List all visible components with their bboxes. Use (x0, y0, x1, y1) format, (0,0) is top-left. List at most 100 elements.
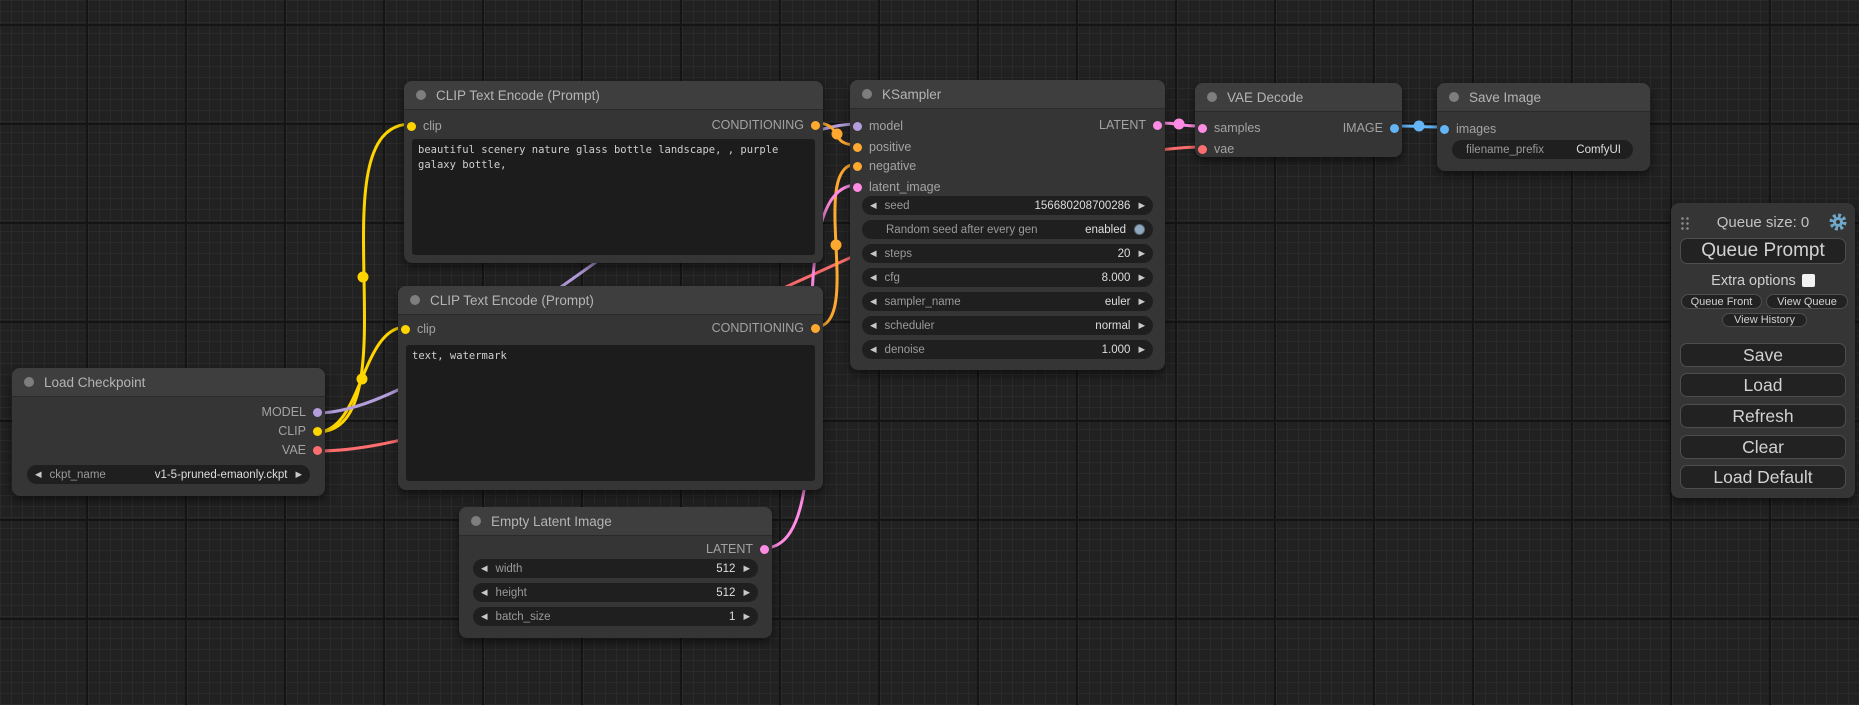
increment-arrow-icon[interactable]: ▶ (1138, 272, 1145, 283)
filename-prefix-widget[interactable]: filename_prefix ComfyUI (1452, 140, 1633, 159)
samples-input-dot[interactable] (1198, 123, 1207, 133)
increment-arrow-icon[interactable]: ▶ (1138, 200, 1145, 211)
conditioning-output-dot[interactable] (811, 120, 820, 130)
increment-arrow-icon[interactable]: ▶ (743, 611, 750, 622)
scheduler-widget[interactable]: ◀ scheduler normal ▶ (862, 316, 1153, 335)
input-slot-model[interactable]: model (853, 119, 903, 133)
extra-options-checkbox[interactable] (1801, 274, 1815, 287)
collapse-dot-icon[interactable] (1207, 92, 1217, 102)
node-vae-decode[interactable]: VAE Decode samples vae IMAGE (1195, 83, 1402, 157)
node-load-checkpoint[interactable]: Load Checkpoint MODEL CLIP VAE ◀ ckpt_na… (12, 368, 325, 496)
decrement-arrow-icon[interactable]: ◀ (481, 587, 488, 598)
negative-input-dot[interactable] (853, 161, 862, 171)
output-slot-conditioning[interactable]: CONDITIONING (712, 321, 820, 335)
node-clip-text-encode-negative[interactable]: CLIP Text Encode (Prompt) clip CONDITION… (398, 286, 823, 490)
input-slot-clip[interactable]: clip (407, 119, 442, 133)
steps-widget[interactable]: ◀ steps 20 ▶ (862, 244, 1153, 263)
load-default-button[interactable]: Load Default (1680, 465, 1846, 489)
node-title-bar[interactable]: CLIP Text Encode (Prompt) (398, 286, 823, 315)
vae-output-dot[interactable] (313, 445, 322, 455)
batch-size-widget[interactable]: ◀ batch_size 1 ▶ (473, 607, 758, 626)
model-input-dot[interactable] (853, 121, 862, 131)
clear-button[interactable]: Clear (1680, 435, 1846, 459)
model-output-dot[interactable] (313, 407, 322, 417)
node-title-bar[interactable]: Load Checkpoint (12, 368, 325, 397)
width-widget[interactable]: ◀ width 512 ▶ (473, 559, 758, 578)
widget-value[interactable]: v1-5-pruned-emaonly.ckpt (154, 468, 288, 481)
sampler-name-widget[interactable]: ◀ sampler_name euler ▶ (862, 292, 1153, 311)
decrement-arrow-icon[interactable]: ◀ (870, 248, 877, 259)
collapse-dot-icon[interactable] (410, 295, 420, 305)
decrement-arrow-icon[interactable]: ◀ (870, 296, 877, 307)
load-button[interactable]: Load (1680, 373, 1846, 397)
output-slot-clip[interactable]: CLIP (278, 424, 322, 438)
collapse-dot-icon[interactable] (1449, 92, 1459, 102)
view-queue-button[interactable]: View Queue (1766, 294, 1848, 309)
node-title-bar[interactable]: VAE Decode (1195, 83, 1402, 112)
drag-handle-icon[interactable] (1680, 216, 1689, 230)
decrement-arrow-icon[interactable]: ◀ (870, 200, 877, 211)
node-empty-latent-image[interactable]: Empty Latent Image LATENT ◀ width 512 ▶ … (459, 507, 772, 638)
output-slot-model[interactable]: MODEL (262, 405, 322, 419)
image-output-dot[interactable] (1390, 123, 1399, 133)
output-slot-image[interactable]: IMAGE (1343, 121, 1399, 135)
collapse-dot-icon[interactable] (24, 377, 34, 387)
refresh-button[interactable]: Refresh (1680, 404, 1846, 428)
queue-prompt-button[interactable]: Queue Prompt (1680, 238, 1846, 264)
output-slot-latent[interactable]: LATENT (706, 542, 769, 556)
denoise-widget[interactable]: ◀ denoise 1.000 ▶ (862, 340, 1153, 359)
node-title-bar[interactable]: CLIP Text Encode (Prompt) (404, 81, 823, 110)
node-ksampler[interactable]: KSampler model positive negative latent_… (850, 80, 1165, 370)
increment-arrow-icon[interactable]: ▶ (1138, 344, 1145, 355)
clip-input-dot[interactable] (401, 324, 410, 334)
output-slot-latent[interactable]: LATENT (1099, 118, 1162, 132)
increment-arrow-icon[interactable]: ▶ (743, 563, 750, 574)
latent-input-dot[interactable] (853, 182, 862, 192)
cfg-widget[interactable]: ◀ cfg 8.000 ▶ (862, 268, 1153, 287)
input-slot-images[interactable]: images (1440, 122, 1496, 136)
increment-arrow-icon[interactable]: ▶ (295, 469, 302, 480)
node-save-image[interactable]: Save Image images filename_prefix ComfyU… (1437, 83, 1650, 171)
gear-icon[interactable] (1829, 213, 1847, 231)
save-button[interactable]: Save (1680, 343, 1846, 367)
input-slot-negative[interactable]: negative (853, 159, 916, 173)
decrement-arrow-icon[interactable]: ◀ (35, 469, 42, 480)
negative-prompt-textarea[interactable]: text, watermark (406, 345, 815, 481)
output-slot-vae[interactable]: VAE (282, 443, 322, 457)
seed-widget[interactable]: ◀ seed 156680208700286 ▶ (862, 196, 1153, 215)
decrement-arrow-icon[interactable]: ◀ (870, 320, 877, 331)
conditioning-output-dot[interactable] (811, 323, 820, 333)
node-clip-text-encode-positive[interactable]: CLIP Text Encode (Prompt) clip CONDITION… (404, 81, 823, 263)
random-seed-toggle-widget[interactable]: Random seed after every gen enabled (862, 220, 1153, 239)
latent-output-dot[interactable] (1153, 120, 1162, 130)
node-title-bar[interactable]: Save Image (1437, 83, 1650, 112)
increment-arrow-icon[interactable]: ▶ (1138, 248, 1145, 259)
toggle-on-icon[interactable] (1134, 224, 1145, 235)
clip-output-dot[interactable] (313, 426, 322, 436)
increment-arrow-icon[interactable]: ▶ (1138, 296, 1145, 307)
input-slot-vae[interactable]: vae (1198, 142, 1234, 156)
positive-prompt-textarea[interactable]: beautiful scenery nature glass bottle la… (412, 139, 815, 255)
collapse-dot-icon[interactable] (416, 90, 426, 100)
positive-input-dot[interactable] (853, 142, 862, 152)
input-slot-positive[interactable]: positive (853, 140, 911, 154)
input-slot-latent-image[interactable]: latent_image (853, 180, 941, 194)
node-title-bar[interactable]: KSampler (850, 80, 1165, 109)
input-slot-samples[interactable]: samples (1198, 121, 1261, 135)
decrement-arrow-icon[interactable]: ◀ (481, 563, 488, 574)
increment-arrow-icon[interactable]: ▶ (1138, 320, 1145, 331)
output-slot-conditioning[interactable]: CONDITIONING (712, 118, 820, 132)
vae-input-dot[interactable] (1198, 144, 1207, 154)
images-input-dot[interactable] (1440, 124, 1449, 134)
node-title-bar[interactable]: Empty Latent Image (459, 507, 772, 536)
latent-output-dot[interactable] (760, 544, 769, 554)
decrement-arrow-icon[interactable]: ◀ (481, 611, 488, 622)
collapse-dot-icon[interactable] (862, 89, 872, 99)
clip-input-dot[interactable] (407, 121, 416, 131)
queue-front-button[interactable]: Queue Front (1681, 294, 1762, 309)
view-history-button[interactable]: View History (1722, 313, 1807, 327)
input-slot-clip[interactable]: clip (401, 322, 436, 336)
decrement-arrow-icon[interactable]: ◀ (870, 272, 877, 283)
ckpt-name-widget[interactable]: ◀ ckpt_name v1-5-pruned-emaonly.ckpt ▶ (27, 465, 310, 484)
